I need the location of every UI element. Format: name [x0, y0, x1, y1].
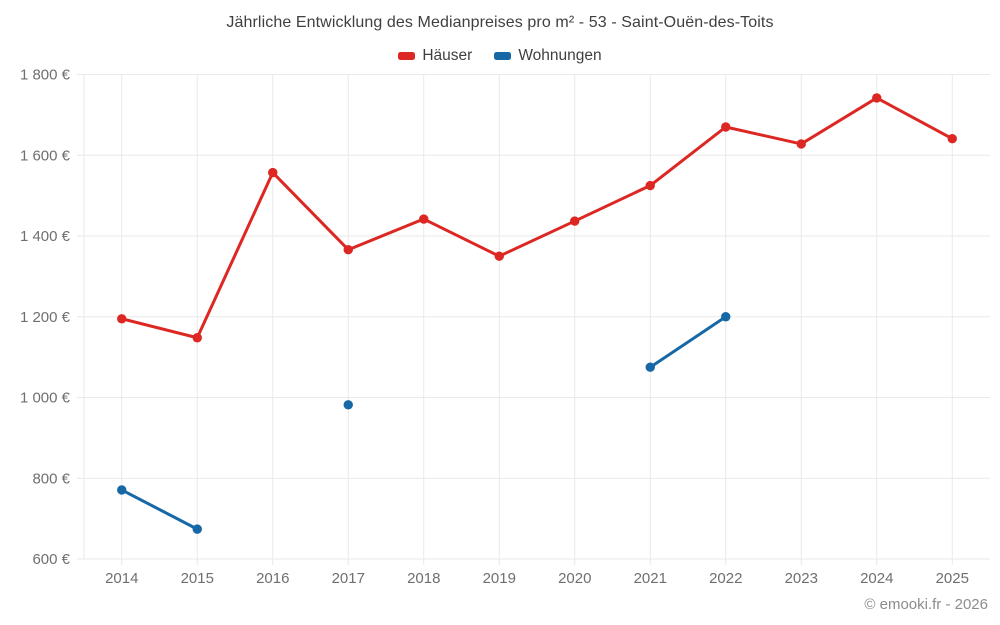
x-tick-label-2018: 2018 [407, 570, 440, 587]
x-tick-label-2014: 2014 [105, 570, 138, 587]
chart-title: Jährliche Entwicklung des Medianpreises … [226, 14, 774, 31]
copyright-watermark: © emooki.fr - 2026 [864, 596, 988, 613]
x-tick-label-2024: 2024 [860, 570, 893, 587]
y-tick-label-1600: 1 600 € [20, 147, 71, 164]
y-tick-label-800: 800 € [32, 470, 70, 487]
series-line-wohnungen [648, 315, 728, 369]
data-point-h-user-2018[interactable] [419, 214, 429, 224]
legend-label-h-user: Häuser [422, 47, 473, 64]
x-tick-label-2022: 2022 [709, 570, 742, 587]
x-tick-label-2020: 2020 [558, 570, 591, 587]
legend-swatch-wohnungen [494, 52, 512, 60]
data-point-h-user-2025[interactable] [947, 133, 957, 144]
y-tick-label-1400: 1 400 € [20, 228, 71, 245]
legend-label-wohnungen: Wohnungen [518, 47, 602, 64]
data-point-wohnungen-2014[interactable] [117, 485, 127, 495]
x-tick-label-2015: 2015 [181, 570, 214, 587]
data-point-h-user-2021[interactable] [645, 180, 655, 191]
x-tick-label-2017: 2017 [332, 570, 365, 587]
y-tick-label-1200: 1 200 € [20, 309, 71, 326]
series-line-h-user [120, 96, 954, 340]
y-tick-label-600: 600 € [32, 551, 70, 568]
data-point-h-user-2023[interactable] [796, 139, 806, 149]
data-point-wohnungen-2015[interactable] [192, 524, 202, 534]
data-point-wohnungen-2017[interactable] [343, 400, 353, 410]
data-point-h-user-2024[interactable] [872, 93, 882, 103]
data-point-h-user-2022[interactable] [721, 122, 731, 132]
x-tick-label-2023: 2023 [785, 570, 818, 587]
x-tick-label-2021: 2021 [634, 570, 667, 587]
x-tick-label-2025: 2025 [936, 570, 969, 587]
data-point-h-user-2019[interactable] [494, 251, 504, 261]
data-point-h-user-2016[interactable] [268, 167, 278, 178]
data-point-wohnungen-2022[interactable] [721, 312, 731, 322]
legend-item-wohnungen[interactable]: Wohnungen [494, 47, 602, 65]
chart-legend: Häuser Wohnungen [0, 47, 1000, 65]
data-point-h-user-2017[interactable] [343, 245, 353, 255]
y-tick-label-1800: 1 800 € [20, 67, 71, 84]
data-point-wohnungen-2021[interactable] [645, 362, 655, 372]
data-point-h-user-2014[interactable] [117, 314, 127, 324]
data-point-h-user-2020[interactable] [570, 216, 580, 226]
y-tick-label-1000: 1 000 € [20, 390, 71, 407]
x-tick-label-2019: 2019 [483, 570, 516, 587]
legend-item-h-user[interactable]: Häuser [398, 47, 472, 65]
data-point-h-user-2015[interactable] [192, 333, 202, 343]
x-tick-label-2016: 2016 [256, 570, 289, 587]
series-line-wohnungen [120, 488, 199, 531]
legend-swatch-h-user [398, 52, 416, 60]
